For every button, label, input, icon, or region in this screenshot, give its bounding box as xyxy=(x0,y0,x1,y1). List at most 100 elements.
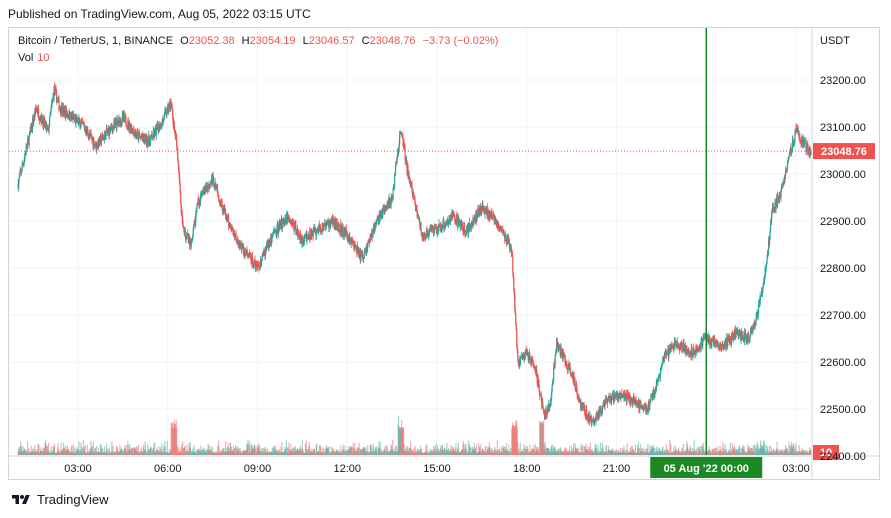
volume-bar xyxy=(712,452,714,455)
volume-bar xyxy=(478,451,480,455)
volume-bars xyxy=(17,415,812,455)
volume-bar xyxy=(727,450,729,455)
volume-bar xyxy=(133,447,135,455)
candle-body xyxy=(391,198,393,203)
volume-bar xyxy=(475,452,477,455)
volume-bar xyxy=(573,450,575,455)
candle-body xyxy=(589,416,591,420)
volume-bar xyxy=(185,451,187,455)
published-line: Published on TradingView.com, Aug 05, 20… xyxy=(8,7,311,21)
volume-bar xyxy=(355,451,357,455)
volume-bar xyxy=(803,450,805,455)
candle-body xyxy=(365,250,367,252)
volume-bar xyxy=(176,447,178,455)
volume-bar xyxy=(49,450,51,455)
volume-bar xyxy=(91,447,94,455)
volume-bar xyxy=(184,446,186,455)
volume-bar xyxy=(488,448,490,455)
volume-bar xyxy=(85,452,87,455)
candle-body xyxy=(729,336,731,344)
volume-bar xyxy=(262,452,265,455)
volume-bar xyxy=(113,450,115,455)
candle-body xyxy=(433,226,436,232)
volume-bar xyxy=(691,452,693,455)
candle-body xyxy=(240,243,242,248)
volume-bar xyxy=(112,445,114,455)
volume-bar xyxy=(361,448,363,455)
volume-bar xyxy=(320,452,322,455)
candle-body xyxy=(767,239,770,254)
volume-bar xyxy=(469,447,472,455)
volume-bar xyxy=(527,448,529,455)
candle-body xyxy=(491,215,493,218)
volume-bar xyxy=(336,451,338,455)
volume-bar xyxy=(739,445,741,455)
candle-body xyxy=(795,127,798,129)
volume-bar xyxy=(308,441,310,455)
open-value: 23052.38 xyxy=(188,35,235,47)
volume-bar xyxy=(722,452,724,455)
volume-bar xyxy=(352,442,354,455)
volume-bar xyxy=(451,452,453,455)
candle-body xyxy=(442,220,445,224)
candle-body xyxy=(148,135,150,143)
volume-bar xyxy=(742,449,744,455)
candle-body xyxy=(660,366,662,368)
volume-bar xyxy=(367,445,369,455)
candle-body xyxy=(676,340,678,345)
candle-body xyxy=(244,251,247,256)
volume-bar xyxy=(663,452,665,455)
volume-bar xyxy=(196,449,198,455)
candle-body xyxy=(182,225,184,228)
volume-bar xyxy=(678,447,680,455)
volume-bar xyxy=(321,452,323,455)
volume-bar xyxy=(48,452,50,455)
candle-body xyxy=(733,331,735,341)
volume-bar xyxy=(552,450,554,455)
volume-bar xyxy=(537,446,539,455)
volume-bar xyxy=(501,451,503,455)
volume-bar xyxy=(18,447,20,455)
tradingview-brand[interactable]: TradingView xyxy=(10,492,109,507)
volume-bar xyxy=(663,449,665,455)
volume-bar xyxy=(388,451,390,455)
volume-bar xyxy=(31,451,33,455)
candle-body xyxy=(458,219,461,222)
candle-body xyxy=(160,126,162,129)
volume-bar xyxy=(694,452,696,455)
volume-bar xyxy=(680,450,682,455)
volume-bar xyxy=(716,452,718,455)
candle-body xyxy=(790,149,793,153)
volume-bar xyxy=(451,446,454,455)
volume-bar xyxy=(68,451,70,455)
volume-bar xyxy=(152,448,154,455)
volume-bar xyxy=(230,451,232,455)
volume-bar xyxy=(806,450,809,455)
volume-bar xyxy=(579,451,581,455)
price-tick-label: 22700.00 xyxy=(820,310,866,322)
volume-bar xyxy=(805,452,808,455)
candle-body xyxy=(737,329,739,333)
candle-body xyxy=(439,224,442,226)
volume-bar xyxy=(32,448,34,455)
volume-bar xyxy=(761,444,763,455)
volume-bar xyxy=(213,452,215,455)
volume-bar xyxy=(295,449,297,455)
candle-body xyxy=(136,136,138,138)
candle-body xyxy=(161,118,163,126)
volume-bar xyxy=(642,447,645,455)
candle-body xyxy=(39,119,41,121)
volume-bar xyxy=(538,452,540,455)
volume-bar xyxy=(495,452,497,455)
volume-bar xyxy=(479,451,481,455)
volume-bar xyxy=(519,448,521,455)
volume-bar xyxy=(264,450,267,455)
volume-bar xyxy=(255,452,258,455)
candle-body xyxy=(748,333,750,340)
candle-body xyxy=(151,134,153,137)
volume-bar xyxy=(287,446,289,455)
volume-bar xyxy=(342,444,344,455)
volume-bar xyxy=(507,451,509,455)
volume-bar xyxy=(787,452,790,455)
